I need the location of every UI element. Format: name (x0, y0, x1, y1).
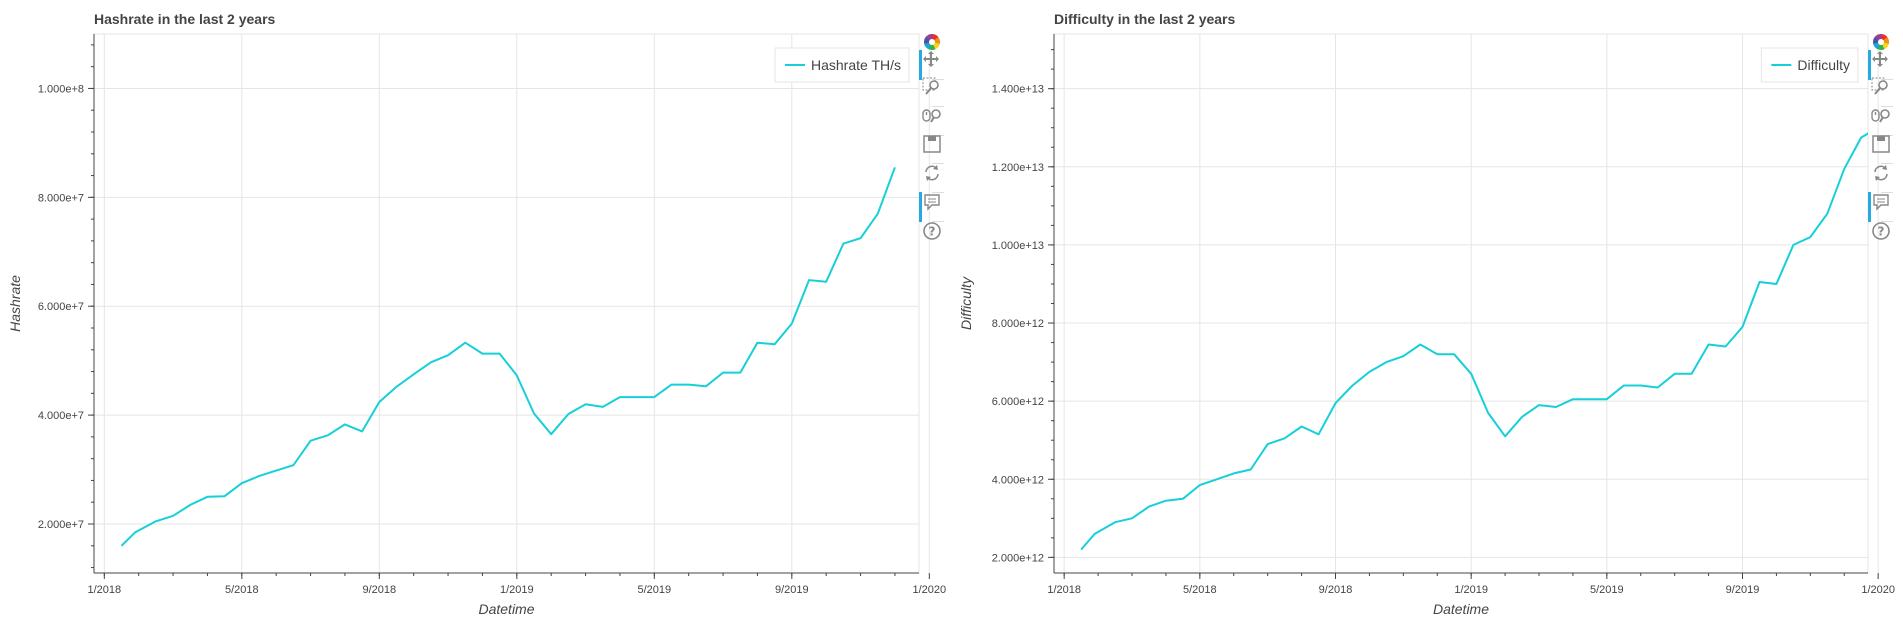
series-line (120, 167, 896, 547)
x-tick-label: 1/2019 (1454, 584, 1488, 596)
y-tick-label: 4.000e+12 (992, 474, 1044, 486)
difficulty-chart: Difficulty in the last 2 years 1/2018 5/20… (958, 11, 1895, 617)
x-tick-label: 5/2018 (1183, 584, 1217, 596)
x-axis-label: Datetime (478, 601, 534, 617)
x-tick-label: 5/2019 (1590, 584, 1624, 596)
box-zoom-icon[interactable] (1871, 77, 1901, 107)
bokeh-logo-icon (1871, 32, 1901, 62)
help-icon[interactable]: ? (922, 221, 952, 251)
chart-title: Hashrate in the last 2 years (94, 11, 276, 27)
x-tick-label: 5/2019 (637, 584, 671, 596)
svg-text:?: ? (1878, 225, 1885, 239)
wheel-zoom-icon[interactable] (1871, 106, 1901, 136)
hashrate-chart: Hashrate in the last 2 years 1/2018 5/2018… (7, 11, 946, 617)
y-tick-label: 6.000e+7 (38, 301, 84, 313)
box-zoom-icon[interactable] (922, 77, 952, 107)
reset-icon[interactable] (1871, 163, 1901, 193)
series-line (1080, 132, 1868, 551)
x-tick-label: 1/2018 (87, 584, 121, 596)
toolbar-separator (1881, 221, 1893, 222)
bokeh-logo-icon (922, 32, 952, 62)
y-tick-label: 1.000e+13 (992, 240, 1044, 252)
x-tick-label: 1/2020 (912, 584, 946, 596)
toolbar-separator (1881, 79, 1893, 80)
y-tick-label: 1.000e+8 (38, 83, 84, 95)
save-icon[interactable] (922, 134, 952, 164)
y-axis-label: Hashrate (7, 275, 23, 332)
plot-frame (1053, 33, 1869, 574)
toolbar-separator (1881, 192, 1893, 193)
y-tick-label: 8.000e+7 (38, 192, 84, 204)
y-tick-label: 8.000e+12 (992, 318, 1044, 330)
toolbar-separator (932, 192, 944, 193)
difficulty-chart-panel: Difficulty in the last 2 years 1/2018 5/20… (951, 0, 1903, 641)
hashrate-chart-panel: Hashrate in the last 2 years 1/2018 5/2018… (0, 0, 951, 641)
x-tick-label: 1/2020 (1861, 584, 1895, 596)
save-icon[interactable] (1871, 134, 1901, 164)
toolbar-separator (932, 221, 944, 222)
pan-icon[interactable] (1868, 50, 1898, 80)
hover-icon[interactable] (1868, 192, 1898, 222)
y-axis-label: Difficulty (958, 276, 974, 330)
x-tick-label: 1/2018 (1047, 584, 1081, 596)
y-tick-label: 2.000e+7 (38, 519, 84, 531)
legend-label: Hashrate TH/s (811, 57, 901, 73)
x-tick-label: 9/2018 (1319, 584, 1353, 596)
y-tick-label: 6.000e+12 (992, 396, 1044, 408)
toolbar-separator (932, 163, 944, 164)
x-tick-label: 9/2018 (362, 584, 396, 596)
x-tick-label: 5/2018 (225, 584, 259, 596)
plot-frame (93, 33, 920, 574)
reset-icon[interactable] (922, 163, 952, 193)
svg-text:?: ? (929, 225, 936, 239)
toolbar-separator (1881, 106, 1893, 107)
x-axis-label: Datetime (1433, 601, 1489, 617)
y-tick-label: 1.200e+13 (992, 162, 1044, 174)
pan-icon[interactable] (919, 50, 949, 80)
toolbar-separator (1881, 163, 1893, 164)
y-tick-label: 4.000e+7 (38, 410, 84, 422)
hover-icon[interactable] (919, 192, 949, 222)
x-tick-label: 9/2019 (1726, 584, 1760, 596)
y-tick-label: 1.400e+13 (992, 84, 1044, 96)
help-icon[interactable]: ? (1871, 221, 1901, 251)
wheel-zoom-icon[interactable] (922, 106, 952, 136)
legend-label: Difficulty (1797, 57, 1850, 73)
toolbar-separator (932, 106, 944, 107)
y-tick-label: 2.000e+12 (992, 552, 1044, 564)
toolbar-separator (932, 79, 944, 80)
x-tick-label: 9/2019 (775, 584, 809, 596)
x-tick-label: 1/2019 (500, 584, 534, 596)
chart-title: Difficulty in the last 2 years (1054, 11, 1235, 27)
